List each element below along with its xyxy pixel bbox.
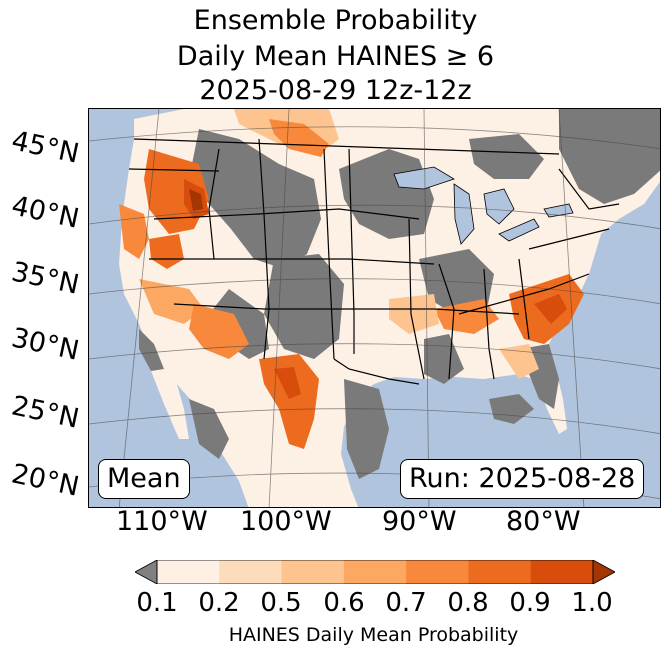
- title-line-2: Daily Mean HAINES ≥ 6: [176, 41, 495, 72]
- lat-label-35: 35°N: [8, 256, 82, 301]
- colorbar: [135, 560, 615, 584]
- colorbar-segment: [406, 560, 469, 584]
- lon-label-90: 90°W: [382, 506, 457, 537]
- colorbar-segment: [219, 560, 283, 584]
- colorbar-tick: 0.5: [260, 588, 302, 618]
- colorbar-tick: 1.0: [571, 588, 613, 618]
- title-line-3: 2025-08-29 12z-12z: [199, 75, 472, 106]
- lat-label-25: 25°N: [8, 390, 82, 435]
- lat-label-45: 45°N: [8, 125, 82, 170]
- colorbar-segment: [530, 560, 594, 584]
- lat-label-30: 30°N: [8, 322, 82, 367]
- lon-label-100: 100°W: [240, 506, 332, 537]
- mean-label: Mean: [98, 459, 190, 499]
- run-date-label: Run: 2025-08-28: [400, 459, 645, 499]
- lon-label-80: 80°W: [506, 506, 581, 537]
- colorbar-label-text: HAINES Daily Mean Probability: [228, 624, 519, 646]
- colorbar-label: HAINES Daily Mean Probability: [38, 624, 671, 646]
- colorbar-under-arrow: [135, 560, 158, 584]
- colorbar-tick: 0.1: [136, 588, 178, 618]
- title-line-1: Ensemble Probability: [193, 5, 478, 36]
- colorbar-segments: [157, 560, 594, 584]
- colorbar-segment: [343, 560, 407, 584]
- lat-label-40: 40°N: [8, 190, 82, 235]
- lat-label-20: 20°N: [8, 458, 82, 503]
- colorbar-tick: 0.7: [385, 588, 427, 618]
- colorbar-tick: 0.8: [447, 588, 489, 618]
- state-borders: [128, 138, 620, 385]
- colorbar-segment: [157, 560, 220, 584]
- colorbar-over-arrow: [592, 560, 615, 584]
- map-svg: [89, 109, 660, 507]
- colorbar-tick: 0.9: [509, 588, 551, 618]
- colorbar-tick: 0.2: [198, 588, 240, 618]
- colorbar-tick: 0.6: [323, 588, 365, 618]
- colorbar-segment: [468, 560, 532, 584]
- colorbar-frame: [156, 560, 594, 584]
- map-panel: [88, 108, 661, 508]
- lon-label-110: 110°W: [116, 506, 208, 537]
- colorbar-segment: [281, 560, 345, 584]
